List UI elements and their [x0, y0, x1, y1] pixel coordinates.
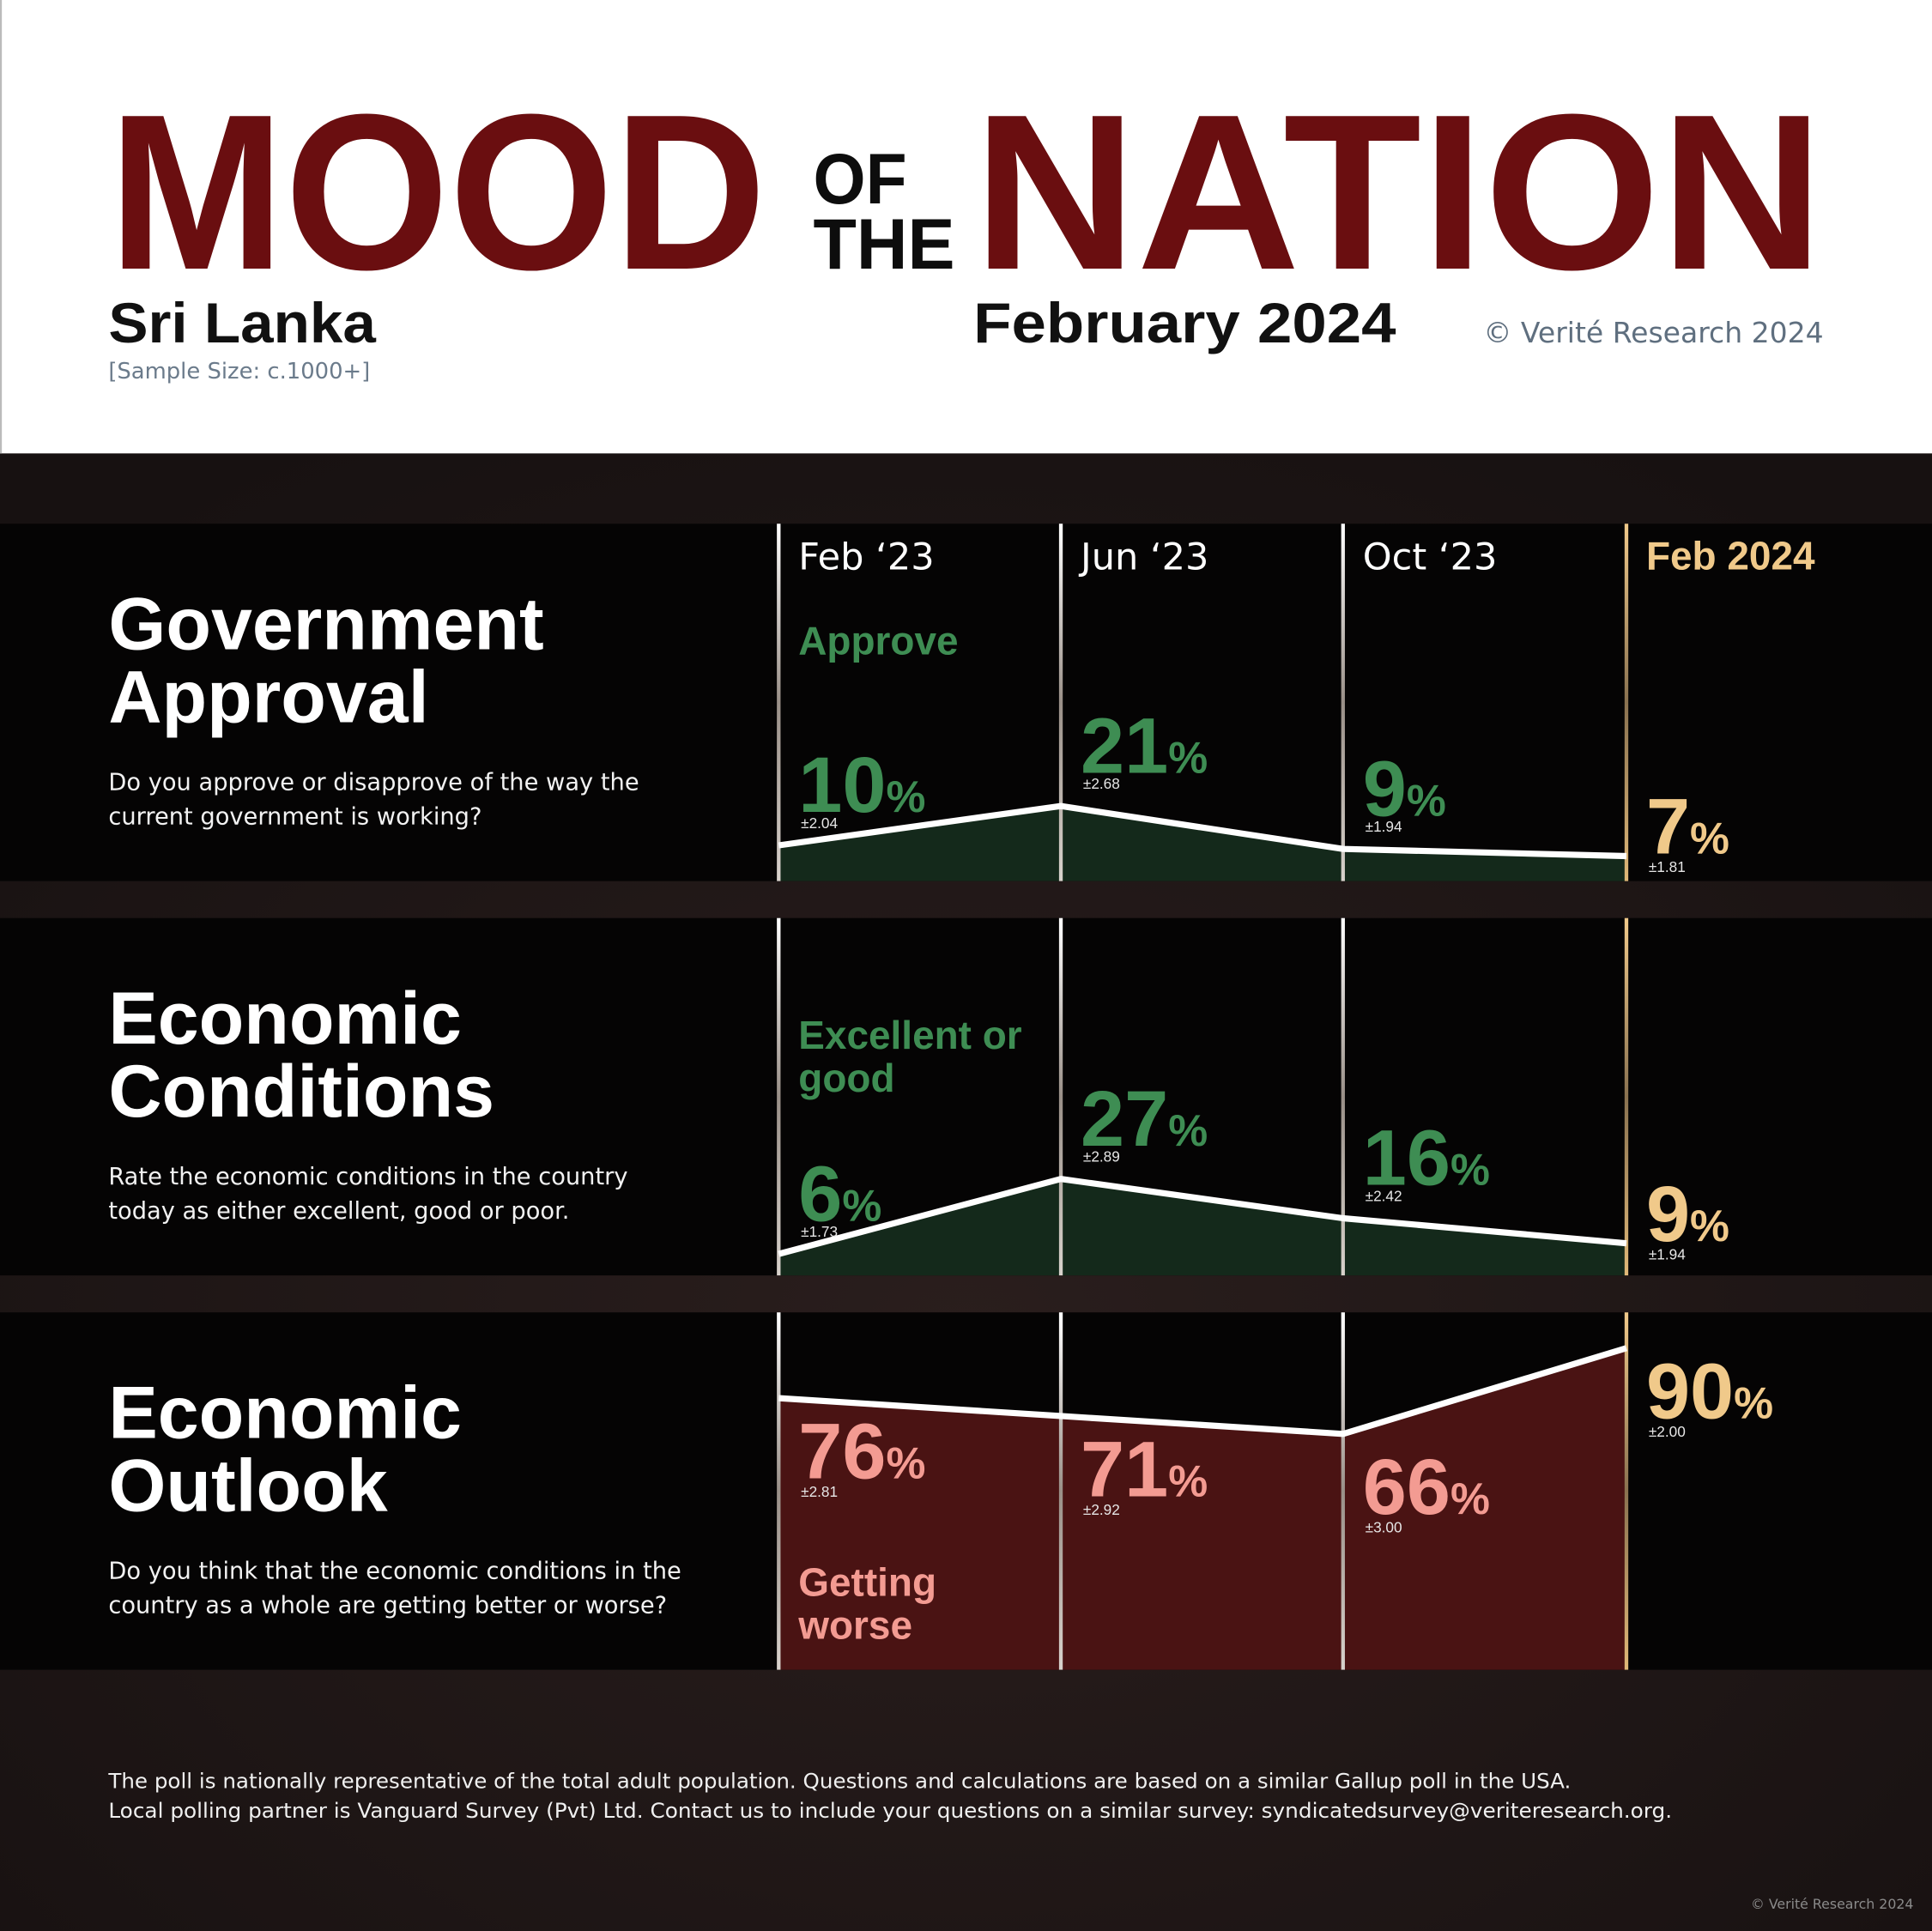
value-label: 10% [798, 742, 925, 829]
country: Sri Lanka [108, 291, 377, 354]
error-label: ±1.94 [1649, 1245, 1686, 1262]
chart-question: Do you think that the economic condition… [108, 1557, 681, 1619]
error-label: ±2.81 [801, 1483, 838, 1500]
footer-copyright: © Verité Research 2024 [1751, 1896, 1913, 1912]
series-name-box: Approve [798, 620, 959, 663]
title-mood: MOOD [108, 68, 766, 316]
column-line [777, 917, 781, 1276]
charts: Government Approval Do you approve or dis… [0, 524, 1932, 1670]
trend-line [778, 1345, 1628, 1438]
value-label: 76% [798, 1407, 925, 1495]
column-line [1624, 524, 1629, 881]
column-header: Jun ‘23 [1078, 536, 1208, 578]
column-header: Oct ‘23 [1363, 536, 1498, 578]
column-header: Feb 2024 [1646, 533, 1815, 578]
value-label: 9% [1646, 1171, 1729, 1258]
column-line [1624, 1312, 1629, 1670]
error-label: ±2.89 [1083, 1148, 1120, 1165]
header-background [0, 0, 1932, 454]
value-label: 6% [798, 1150, 881, 1238]
error-label: ±2.00 [1649, 1423, 1686, 1440]
series-name: Excellent or good [798, 1014, 1022, 1101]
chart-question-box: Do you think that the economic condition… [108, 1557, 681, 1619]
column-line [1341, 1312, 1345, 1670]
chart-title-box: Economic Conditions [108, 982, 495, 1133]
error-label: ±2.42 [1366, 1187, 1402, 1204]
series-name: Approve [798, 620, 959, 663]
chart-title: Government Approval [108, 587, 544, 739]
chart-question-box: Rate the economic conditions in the coun… [108, 1163, 628, 1226]
area-fill [778, 1347, 1626, 1670]
area-fill [778, 1178, 1626, 1276]
footer-note: The poll is nationally representative of… [107, 1768, 1571, 1793]
chart-title: Economic Outlook [108, 1376, 462, 1528]
error-label: ±2.04 [801, 814, 838, 832]
column-line [777, 1312, 781, 1670]
column-line [1624, 917, 1629, 1276]
column-line [1341, 917, 1345, 1276]
chart-title-box: Economic Outlook [108, 1376, 462, 1528]
column-line [777, 524, 781, 881]
value-label: 9% [1363, 745, 1446, 832]
chart-panel: Economic Conditions Rate the economic con… [0, 917, 1932, 1276]
chart-question-box: Do you approve or disapprove of the way … [108, 768, 639, 831]
value-label: 71% [1081, 1426, 1208, 1513]
error-label: ±3.00 [1366, 1519, 1402, 1536]
value-label: 27% [1081, 1075, 1208, 1163]
column-line [1058, 917, 1063, 1276]
series-name-box: Getting worse [798, 1561, 937, 1648]
series-name: Getting worse [798, 1561, 937, 1648]
error-label: ±1.81 [1649, 858, 1686, 875]
chart-title: Economic Conditions [108, 982, 495, 1133]
value-label: 21% [1081, 702, 1208, 790]
area-fill [778, 806, 1626, 881]
title-nation: NATION [973, 68, 1824, 316]
chart-question: Do you approve or disapprove of the way … [108, 768, 639, 831]
chart-title-box: Government Approval [108, 587, 544, 739]
error-label: ±2.92 [1083, 1501, 1120, 1518]
value-label: 66% [1363, 1444, 1490, 1531]
chart-question: Rate the economic conditions in the coun… [108, 1163, 628, 1226]
column-line [1058, 524, 1063, 881]
title-the: THE [813, 204, 954, 284]
sample-size: [Sample Size: c.1000+] [108, 359, 370, 384]
trend-line [778, 802, 1627, 860]
column-header: Feb ‘23 [798, 536, 934, 578]
value-label: 7% [1646, 784, 1729, 871]
trend-line [778, 1176, 1627, 1257]
value-label: 16% [1363, 1115, 1490, 1202]
series-name-box: Excellent or good [798, 1014, 1022, 1101]
date: February 2024 [973, 291, 1396, 354]
title-of: OF [813, 139, 906, 219]
chart-panel: Government Approval Do you approve or dis… [0, 524, 1932, 881]
column-line [1341, 524, 1345, 881]
header-edge [0, 0, 3, 454]
column-line [1058, 1312, 1063, 1670]
footer-note: Local polling partner is Vanguard Survey… [108, 1798, 1672, 1823]
chart-panel: Economic Outlook Do you think that the ec… [0, 1312, 1932, 1670]
error-label: ±2.68 [1083, 775, 1120, 792]
copyright: © Verité Research 2024 [1483, 316, 1823, 349]
value-label: 90% [1646, 1348, 1773, 1436]
error-label: ±1.94 [1366, 818, 1402, 835]
error-label: ±1.73 [801, 1223, 838, 1240]
